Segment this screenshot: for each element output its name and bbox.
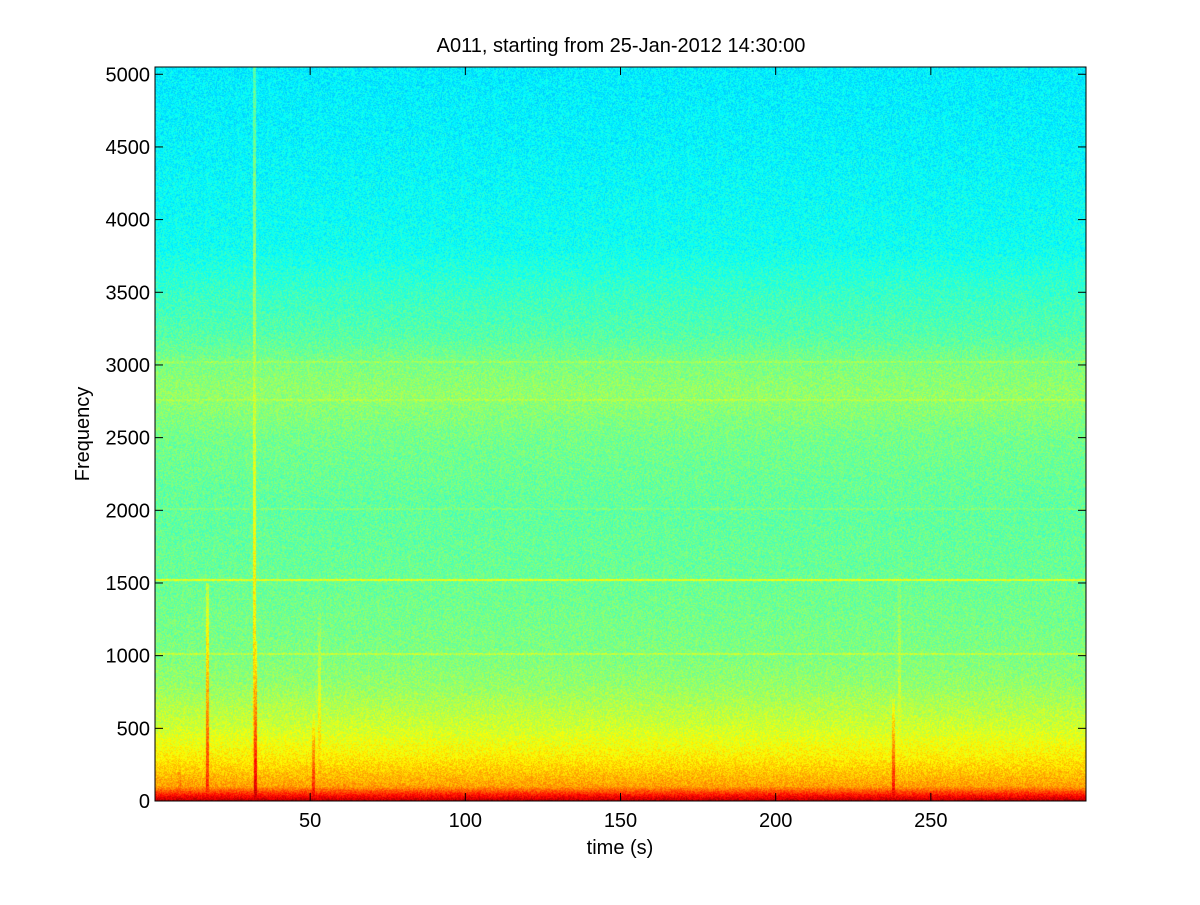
y-tick-label: 1500	[106, 573, 151, 595]
x-axis-label: time (s)	[587, 837, 654, 859]
chart-title: A011, starting from 25-Jan-2012 14:30:00	[437, 35, 806, 57]
y-tick-label: 5000	[106, 64, 151, 86]
y-tick-label: 1000	[106, 646, 151, 668]
x-tick-label: 200	[759, 810, 792, 832]
x-tick-label: 150	[604, 810, 637, 832]
y-axis: 0 500 1000 1500 2000 2500 3000 3500 4000 4500 5000	[106, 64, 1086, 813]
y-tick-label: 3000	[106, 355, 151, 377]
plot-area	[154, 66, 1087, 802]
y-tick-label: 0	[139, 791, 150, 813]
y-tick-label: 3500	[106, 282, 151, 304]
spectrogram-image	[155, 67, 1086, 801]
x-tick-label: 50	[299, 810, 321, 832]
y-axis-label: Frequency	[72, 387, 94, 482]
x-tick-label: 250	[914, 810, 947, 832]
y-tick-label: 4500	[106, 137, 151, 159]
y-tick-label: 4000	[106, 210, 151, 232]
y-tick-label: 2000	[106, 500, 151, 522]
x-axis: 50 100 150 200 250	[299, 67, 948, 832]
y-tick-label: 2500	[106, 428, 151, 450]
y-tick-label: 500	[117, 718, 150, 740]
x-tick-label: 100	[449, 810, 482, 832]
